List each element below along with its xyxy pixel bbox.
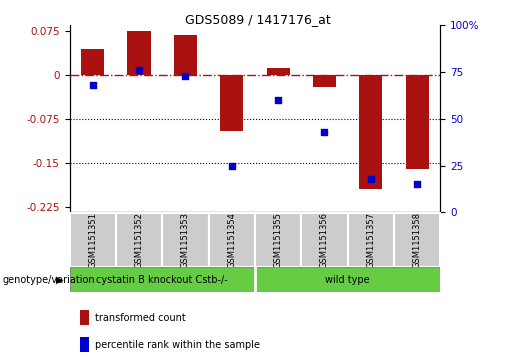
Text: GSM1151355: GSM1151355 <box>273 212 283 268</box>
Bar <box>267 68 289 75</box>
Text: GSM1151356: GSM1151356 <box>320 212 329 268</box>
Text: ▶: ▶ <box>56 275 63 285</box>
Text: percentile rank within the sample: percentile rank within the sample <box>95 340 260 350</box>
Bar <box>220 75 243 131</box>
FancyBboxPatch shape <box>348 213 394 267</box>
Text: GDS5089 / 1417176_at: GDS5089 / 1417176_at <box>184 13 331 26</box>
Text: GSM1151357: GSM1151357 <box>366 212 375 268</box>
Bar <box>359 75 382 189</box>
FancyBboxPatch shape <box>162 213 209 267</box>
Point <box>320 129 329 135</box>
Point <box>367 176 375 182</box>
Bar <box>405 75 428 168</box>
FancyBboxPatch shape <box>394 213 440 267</box>
FancyBboxPatch shape <box>116 213 162 267</box>
Bar <box>174 35 197 75</box>
Text: wild type: wild type <box>325 274 370 285</box>
Bar <box>128 31 150 75</box>
Text: GSM1151353: GSM1151353 <box>181 212 190 268</box>
Text: transformed count: transformed count <box>95 313 186 323</box>
Text: genotype/variation: genotype/variation <box>3 275 95 285</box>
FancyBboxPatch shape <box>255 267 440 292</box>
Bar <box>81 49 104 75</box>
Point <box>89 82 97 88</box>
FancyBboxPatch shape <box>70 267 255 292</box>
Text: GSM1151354: GSM1151354 <box>227 212 236 268</box>
Text: cystatin B knockout Cstb-/-: cystatin B knockout Cstb-/- <box>96 274 228 285</box>
FancyBboxPatch shape <box>255 213 301 267</box>
Point <box>274 97 282 103</box>
FancyBboxPatch shape <box>209 213 255 267</box>
FancyBboxPatch shape <box>70 213 116 267</box>
Text: GSM1151352: GSM1151352 <box>134 212 144 268</box>
Bar <box>313 75 336 87</box>
Text: GSM1151358: GSM1151358 <box>413 212 422 268</box>
Point <box>228 163 236 168</box>
Point <box>413 182 421 187</box>
FancyBboxPatch shape <box>301 213 348 267</box>
Point <box>181 73 190 79</box>
Point <box>135 68 143 73</box>
Text: GSM1151351: GSM1151351 <box>88 212 97 268</box>
